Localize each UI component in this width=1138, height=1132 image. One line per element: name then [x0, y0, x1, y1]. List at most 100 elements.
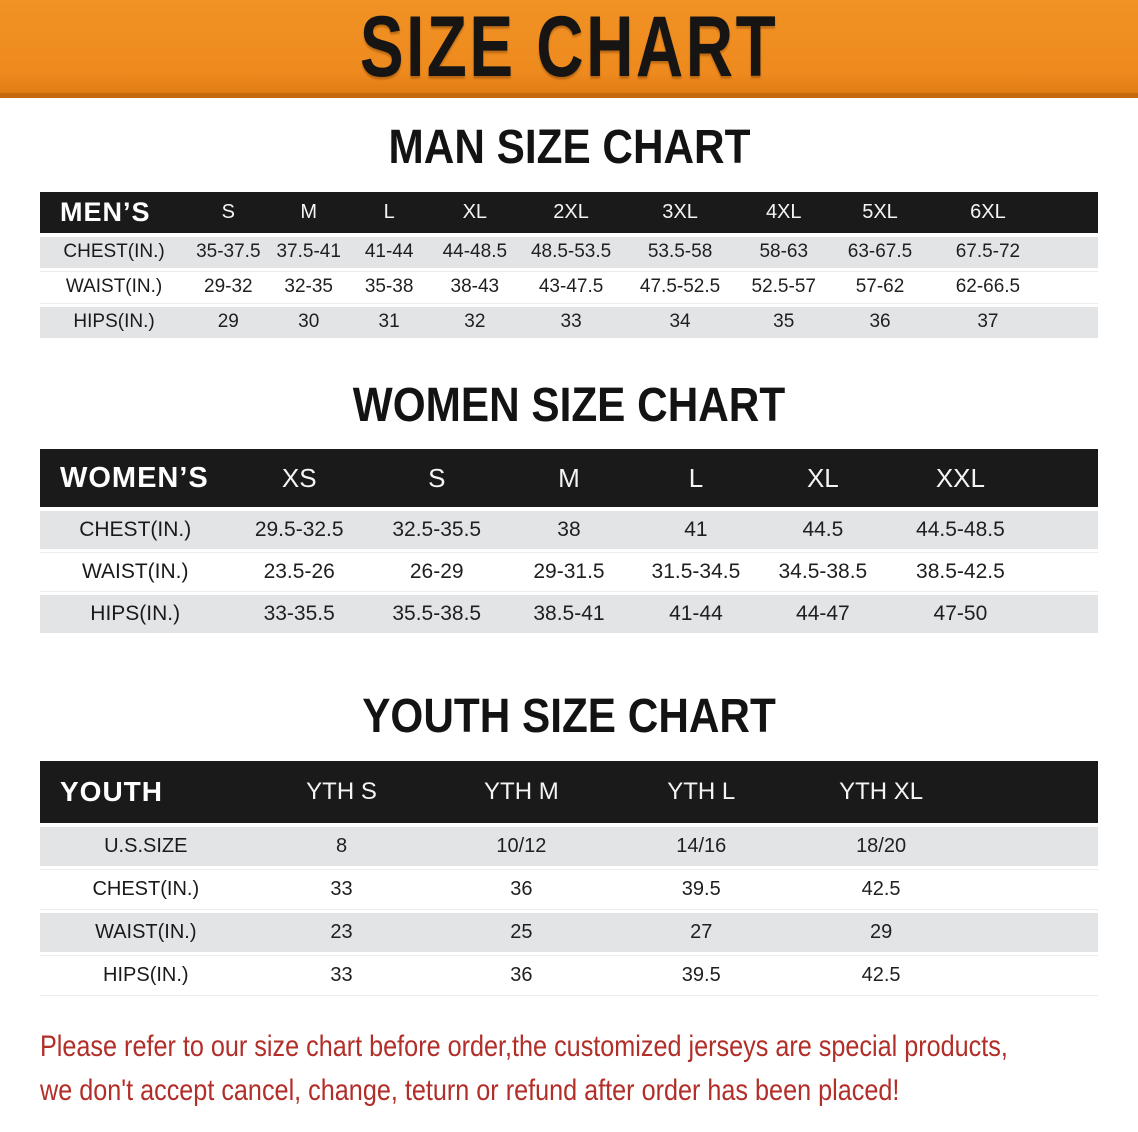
men-header-size-6xl: 6XL — [930, 191, 1046, 233]
size-cell: 38.5-42.5 — [886, 553, 1035, 591]
size-cell: 58-63 — [738, 236, 830, 268]
youth-header-size-s: YTH S — [251, 760, 432, 823]
men-header-row: MEN’S S M L XL 2XL 3XL 4XL 5XL 6XL — [40, 191, 1098, 233]
men-section-title: MAN SIZE CHART — [0, 120, 1138, 173]
youth-header-size-xl: YTH XL — [791, 760, 972, 823]
size-cell: 29.5-32.5 — [230, 511, 368, 549]
youth-waist-row: WAIST(IN.) 23 25 27 29 — [40, 912, 1098, 952]
women-header-row: WOMEN’S XS S M L XL XXL — [40, 449, 1098, 507]
pad-cell — [971, 826, 1098, 866]
size-cell: 25 — [431, 912, 612, 952]
women-hips-row: HIPS(IN.) 33-35.5 35.5-38.5 38.5-41 41-4… — [40, 595, 1098, 633]
women-waist-row: WAIST(IN.) 23.5-26 26-29 29-31.5 31.5-34… — [40, 553, 1098, 591]
size-cell: 18/20 — [791, 826, 972, 866]
size-cell: 67.5-72 — [930, 236, 1046, 268]
size-cell: 10/12 — [431, 826, 612, 866]
size-cell: 37.5-41 — [268, 236, 349, 268]
youth-header-category: YOUTH — [40, 760, 252, 823]
youth-header-row: YOUTH YTH S YTH M YTH L YTH XL — [40, 760, 1098, 823]
size-cell: 29 — [188, 306, 269, 338]
size-cell: 14/16 — [611, 826, 792, 866]
women-header-size-xl: XL — [759, 449, 887, 507]
pad-cell — [1034, 595, 1098, 633]
youth-hips-row: HIPS(IN.) 33 36 39.5 42.5 — [40, 955, 1098, 995]
pad-cell — [971, 912, 1098, 952]
size-cell: 34.5-38.5 — [759, 553, 887, 591]
pad-cell — [1045, 236, 1098, 268]
size-cell: 33 — [251, 869, 432, 909]
size-cell: 35.5-38.5 — [367, 595, 506, 633]
row-label: CHEST(IN.) — [40, 511, 231, 549]
pad-cell — [971, 869, 1098, 909]
size-cell: 42.5 — [791, 955, 972, 995]
size-cell: 38.5-41 — [505, 595, 633, 633]
size-cell: 35 — [738, 306, 830, 338]
size-cell: 47-50 — [886, 595, 1035, 633]
men-header-size-l: L — [348, 191, 430, 233]
size-cell: 33 — [251, 955, 432, 995]
size-cell: 63-67.5 — [829, 236, 931, 268]
pad-cell — [1045, 271, 1098, 303]
pad-cell — [1034, 511, 1098, 549]
size-cell: 41 — [632, 511, 760, 549]
men-header-size-4xl: 4XL — [738, 191, 830, 233]
men-header-category: MEN’S — [40, 191, 189, 233]
banner-title: SIZE CHART — [359, 0, 779, 95]
row-label: CHEST(IN.) — [40, 869, 252, 909]
size-cell: 44-47 — [759, 595, 887, 633]
size-cell: 32 — [429, 306, 521, 338]
youth-ussize-row: U.S.SIZE 8 10/12 14/16 18/20 — [40, 826, 1098, 866]
size-cell: 35-38 — [348, 271, 430, 303]
size-cell: 36 — [829, 306, 931, 338]
men-chest-row: CHEST(IN.) 35-37.5 37.5-41 41-44 44-48.5… — [40, 236, 1098, 268]
youth-chest-row: CHEST(IN.) 33 36 39.5 42.5 — [40, 869, 1098, 909]
size-cell: 36 — [431, 955, 612, 995]
men-waist-row: WAIST(IN.) 29-32 32-35 35-38 38-43 43-47… — [40, 271, 1098, 303]
youth-size-table: YOUTH YTH S YTH M YTH L YTH XL U.S.SIZE … — [40, 757, 1098, 999]
size-cell: 52.5-57 — [738, 271, 830, 303]
men-header-size-m: M — [268, 191, 349, 233]
women-size-table: WOMEN’S XS S M L XL XXL CHEST(IN.) 29.5-… — [40, 445, 1098, 637]
women-header-size-xxl: XXL — [886, 449, 1035, 507]
men-header-size-2xl: 2XL — [520, 191, 622, 233]
women-section-title: WOMEN SIZE CHART — [0, 376, 1138, 432]
youth-section-title: YOUTH SIZE CHART — [0, 689, 1138, 742]
order-disclaimer: Please refer to our size chart before or… — [40, 1025, 1138, 1113]
size-cell: 53.5-58 — [621, 236, 739, 268]
size-cell: 39.5 — [611, 869, 792, 909]
size-cell: 23.5-26 — [230, 553, 368, 591]
size-cell: 30 — [268, 306, 349, 338]
size-cell: 39.5 — [611, 955, 792, 995]
pad-cell — [1034, 553, 1098, 591]
size-cell: 29-32 — [188, 271, 269, 303]
men-hips-row: HIPS(IN.) 29 30 31 32 33 34 35 36 37 — [40, 306, 1098, 338]
men-header-size-xl: XL — [429, 191, 521, 233]
size-cell: 36 — [431, 869, 612, 909]
size-cell: 31.5-34.5 — [632, 553, 760, 591]
women-section-title-text: WOMEN SIZE CHART — [352, 376, 786, 432]
size-cell: 42.5 — [791, 869, 972, 909]
size-cell: 41-44 — [632, 595, 760, 633]
size-cell: 38-43 — [429, 271, 521, 303]
women-header-category: WOMEN’S — [40, 449, 231, 507]
size-cell: 23 — [251, 912, 432, 952]
size-cell: 29 — [791, 912, 972, 952]
pad-cell — [971, 955, 1098, 995]
size-cell: 33-35.5 — [230, 595, 368, 633]
men-size-table: MEN’S S M L XL 2XL 3XL 4XL 5XL 6XL CHEST… — [40, 188, 1098, 342]
row-label: HIPS(IN.) — [40, 306, 189, 338]
size-cell: 29-31.5 — [505, 553, 633, 591]
women-header-pad — [1034, 449, 1098, 507]
women-header-size-m: M — [505, 449, 633, 507]
banner: SIZE CHART — [0, 0, 1138, 98]
size-cell: 43-47.5 — [520, 271, 622, 303]
size-cell: 34 — [621, 306, 739, 338]
size-cell: 38 — [505, 511, 633, 549]
size-cell: 32.5-35.5 — [367, 511, 506, 549]
row-label: WAIST(IN.) — [40, 271, 189, 303]
disclaimer-line-1: Please refer to our size chart before or… — [40, 1029, 1008, 1063]
size-cell: 44-48.5 — [429, 236, 521, 268]
row-label: WAIST(IN.) — [40, 553, 231, 591]
youth-header-pad — [971, 760, 1098, 823]
